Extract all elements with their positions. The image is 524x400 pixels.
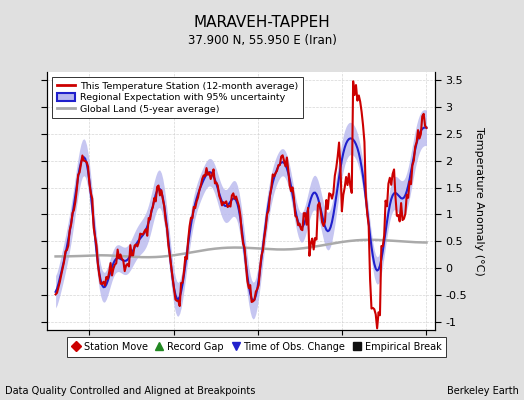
Text: 37.900 N, 55.950 E (Iran): 37.900 N, 55.950 E (Iran) [188, 34, 336, 47]
Text: Data Quality Controlled and Aligned at Breakpoints: Data Quality Controlled and Aligned at B… [5, 386, 256, 396]
Text: Berkeley Earth: Berkeley Earth [447, 386, 519, 396]
Legend: This Temperature Station (12-month average), Regional Expectation with 95% uncer: This Temperature Station (12-month avera… [52, 77, 303, 118]
Legend: Station Move, Record Gap, Time of Obs. Change, Empirical Break: Station Move, Record Gap, Time of Obs. C… [67, 337, 446, 357]
Text: MARAVEH-TAPPEH: MARAVEH-TAPPEH [194, 15, 330, 30]
Y-axis label: Temperature Anomaly (°C): Temperature Anomaly (°C) [474, 127, 484, 275]
